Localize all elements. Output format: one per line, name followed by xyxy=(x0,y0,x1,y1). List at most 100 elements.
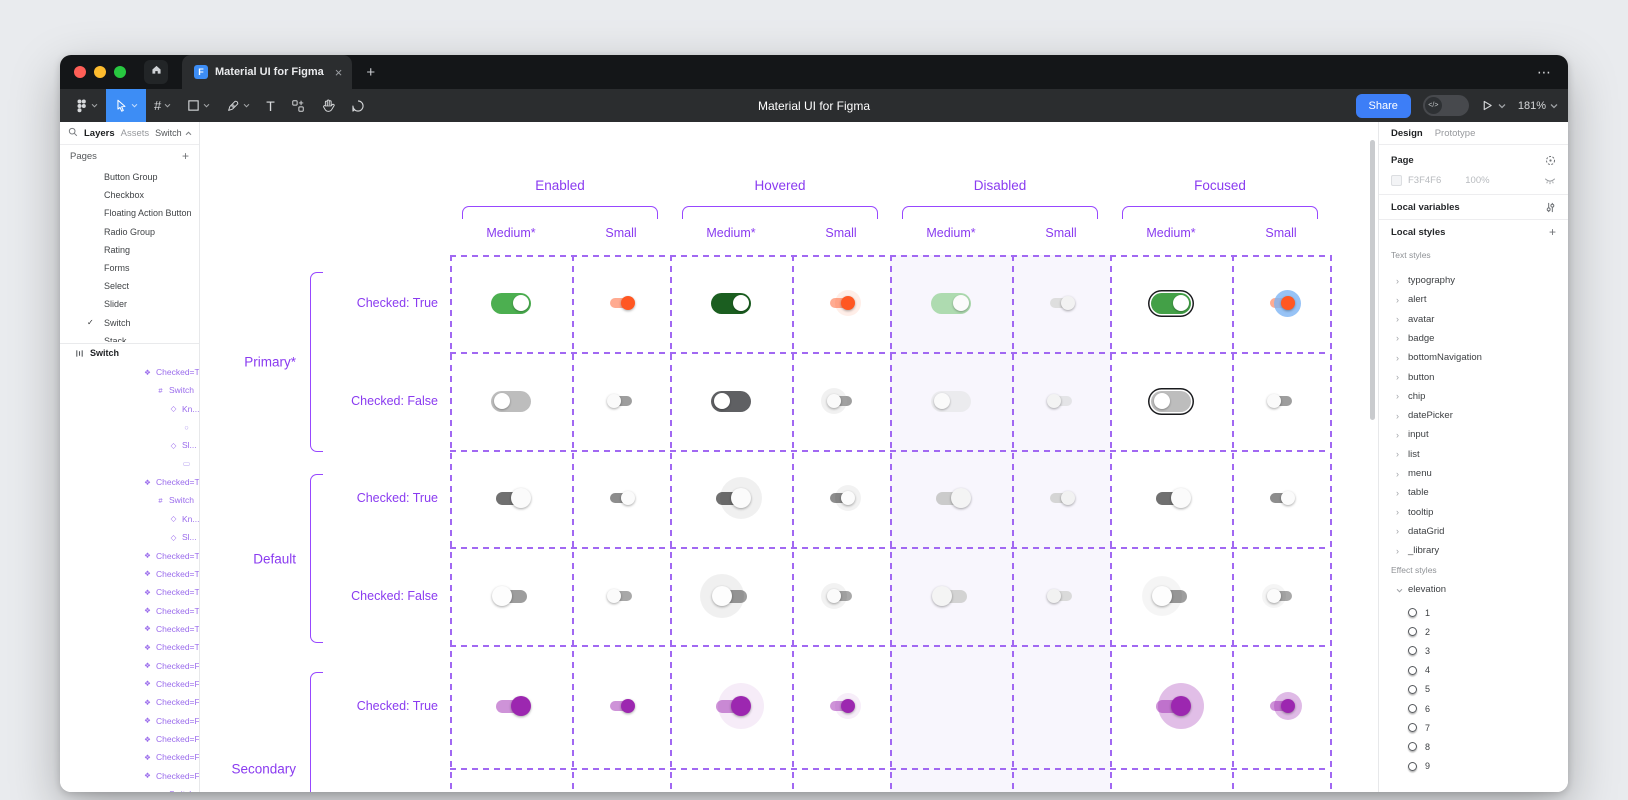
switch-cl-sm-off[interactable] xyxy=(606,393,632,409)
text-tool-button[interactable]: T xyxy=(258,89,283,122)
text-style-item[interactable]: › _library xyxy=(1379,541,1568,560)
page-item[interactable]: Forms xyxy=(60,259,199,277)
tab-prototype[interactable]: Prototype xyxy=(1434,127,1476,139)
layer-item[interactable]: ❖ Checked=F... xyxy=(143,693,199,711)
switch-cl-sm-on[interactable] xyxy=(610,698,635,714)
effect-style-item[interactable]: 9 xyxy=(1379,757,1568,776)
page-item[interactable]: Rating xyxy=(60,241,199,259)
layer-item[interactable]: ◇ Sl... xyxy=(169,528,197,546)
text-style-item[interactable]: › dataGrid xyxy=(1379,522,1568,541)
text-style-item[interactable]: › input xyxy=(1379,425,1568,444)
layer-item[interactable]: ◇ Kn... xyxy=(169,400,199,418)
layer-item[interactable]: ❖ Checked=F... xyxy=(143,657,199,675)
switch-cl-md-off[interactable] xyxy=(1141,576,1187,616)
layer-root-switch[interactable]: Switch xyxy=(60,343,199,362)
switch-pill-md-off[interactable] xyxy=(931,390,971,412)
text-style-item[interactable]: › table xyxy=(1379,483,1568,502)
frame-tool-button[interactable]: # xyxy=(146,89,179,122)
switch-cl-sm-off[interactable] xyxy=(1046,393,1072,409)
switch-cl-sm-on[interactable] xyxy=(610,490,635,506)
switch-cl-sm-on[interactable] xyxy=(1270,490,1295,506)
switch-cl-sm-on[interactable] xyxy=(610,295,635,311)
page-item[interactable]: Button Group xyxy=(60,168,199,186)
new-tab-button[interactable]: + xyxy=(366,63,376,81)
effect-style-item[interactable]: 6 xyxy=(1379,699,1568,718)
home-button[interactable] xyxy=(144,60,168,84)
pen-tool-button[interactable] xyxy=(218,89,258,122)
switch-cl-md-on[interactable] xyxy=(495,488,531,508)
layer-item[interactable]: ❖ Checked=F... xyxy=(143,767,199,785)
layer-item[interactable]: ❖ Checked=F... xyxy=(143,748,199,766)
text-style-item[interactable]: › badge xyxy=(1379,329,1568,348)
page-variables-icon[interactable] xyxy=(1545,155,1556,166)
switch-cl-md-on[interactable] xyxy=(495,696,531,716)
layer-item[interactable]: ❖ Checked=T... xyxy=(143,473,199,491)
layer-item[interactable]: ❖ Checked=T... xyxy=(143,583,199,601)
tab-layers[interactable]: Layers xyxy=(84,127,115,139)
switch-cl-sm-on[interactable] xyxy=(1270,692,1302,720)
layer-item[interactable]: ❖ Checked=T... xyxy=(143,565,199,583)
switch-pill-md-on[interactable] xyxy=(931,292,971,314)
close-window-button[interactable] xyxy=(74,66,86,78)
layer-item[interactable]: ◇ Kn... xyxy=(169,510,199,528)
layer-item[interactable]: ❖ Checked=T... xyxy=(143,638,199,656)
move-tool-button[interactable] xyxy=(106,89,146,122)
hand-tool-button[interactable] xyxy=(313,89,343,122)
effect-style-item[interactable]: 7 xyxy=(1379,718,1568,737)
present-button[interactable] xyxy=(1481,99,1506,112)
shape-tool-button[interactable] xyxy=(179,89,218,122)
layer-item[interactable]: ❖ Checked=T... xyxy=(143,602,199,620)
switch-cl-md-off[interactable] xyxy=(491,586,527,606)
tab-design[interactable]: Design xyxy=(1391,127,1423,139)
effect-style-item[interactable]: 2 xyxy=(1379,622,1568,641)
switch-cl-md-on[interactable] xyxy=(715,683,764,729)
minimize-window-button[interactable] xyxy=(94,66,106,78)
switch-cl-sm-off[interactable] xyxy=(606,588,632,604)
comment-tool-button[interactable] xyxy=(343,89,373,122)
switch-cl-md-off[interactable] xyxy=(699,574,747,618)
switch-cl-sm-on[interactable] xyxy=(830,290,861,316)
layer-item[interactable]: ❖ Checked=F... xyxy=(143,730,199,748)
page-color-swatch[interactable] xyxy=(1391,174,1402,186)
page-item[interactable]: Select xyxy=(60,277,199,295)
page-item[interactable]: Radio Group xyxy=(60,223,199,241)
layer-item[interactable]: ❖ Checked=T... xyxy=(143,620,199,638)
layer-item[interactable]: ○ xyxy=(182,418,191,436)
text-style-item[interactable]: › list xyxy=(1379,445,1568,464)
layer-item[interactable]: ❖ Checked=T... xyxy=(143,547,199,565)
effect-style-item[interactable]: 3 xyxy=(1379,641,1568,660)
layer-item[interactable]: # Switch xyxy=(156,491,194,509)
layer-item[interactable]: ▭ xyxy=(182,455,191,473)
text-style-item[interactable]: › typography xyxy=(1379,271,1568,290)
tab-assets[interactable]: Assets xyxy=(120,127,150,139)
share-button[interactable]: Share xyxy=(1355,93,1411,118)
layer-item[interactable]: ❖ Checked=T... xyxy=(143,363,199,381)
page-item[interactable]: Checkbox xyxy=(60,186,199,204)
layer-item[interactable]: # Switch xyxy=(156,785,194,792)
switch-cl-sm-on[interactable] xyxy=(1270,289,1302,317)
dev-mode-toggle[interactable]: </> xyxy=(1422,95,1469,116)
text-style-item[interactable]: › tooltip xyxy=(1379,503,1568,522)
page-item[interactable]: Slider xyxy=(60,295,199,313)
switch-cl-sm-off[interactable] xyxy=(820,583,852,609)
switch-cl-sm-on[interactable] xyxy=(830,693,861,719)
text-style-item[interactable]: › datePicker xyxy=(1379,406,1568,425)
switch-cl-md-on[interactable] xyxy=(1155,683,1204,729)
style-group-elevation[interactable]: elevation xyxy=(1379,580,1568,599)
layer-item[interactable]: ◇ Sl... xyxy=(169,436,197,454)
tab-close-icon[interactable]: × xyxy=(334,64,343,80)
effect-style-item[interactable]: 4 xyxy=(1379,661,1568,680)
layer-item[interactable]: # Switch xyxy=(156,381,194,399)
switch-cl-sm-on[interactable] xyxy=(1050,295,1075,311)
maximize-window-button[interactable] xyxy=(114,66,126,78)
layer-item[interactable]: ❖ Checked=F... xyxy=(143,675,199,693)
canvas-scrollbar[interactable] xyxy=(1370,140,1375,420)
page-item[interactable]: ✓ Switch xyxy=(60,314,199,332)
add-page-button[interactable]: + xyxy=(181,149,189,163)
page-item[interactable]: Floating Action Button xyxy=(60,204,199,222)
switch-cl-sm-off[interactable] xyxy=(820,388,852,414)
switch-pill-md-off[interactable] xyxy=(1151,390,1191,412)
text-style-item[interactable]: › bottomNavigation xyxy=(1379,348,1568,367)
actions-tool-button[interactable] xyxy=(283,89,313,122)
switch-pill-md-off[interactable] xyxy=(491,390,531,412)
